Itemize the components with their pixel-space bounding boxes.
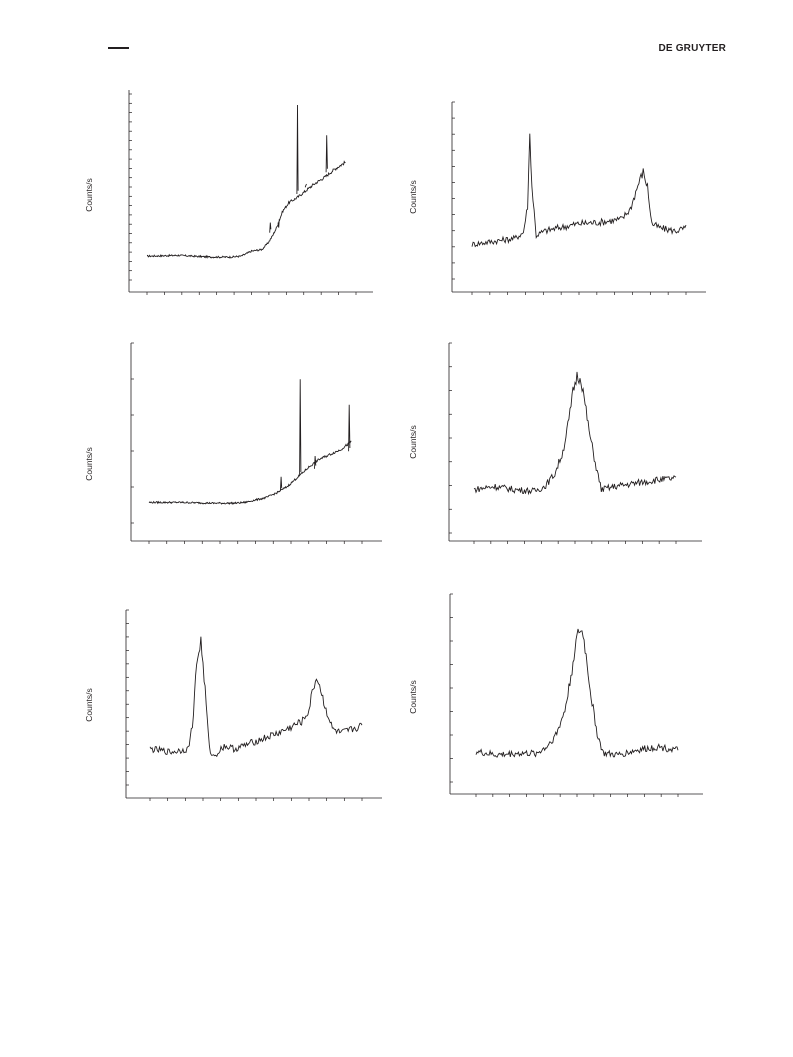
panel-e-ylabel: Counts/s: [84, 688, 94, 722]
panel-a-x-ticks: [146, 292, 357, 295]
panel-b-y-ticks: [452, 101, 455, 280]
panel-b: Counts/s: [408, 101, 706, 295]
panel-e-y-ticks: [126, 609, 129, 786]
panel-d-y-ticks: [449, 342, 452, 534]
panel-a-series: [146, 104, 346, 259]
panel-e-series: [149, 636, 363, 758]
panel-c-x-ticks: [148, 541, 363, 544]
panel-a-ylabel: Counts/s: [84, 178, 94, 212]
panel-a-y-ticks: [129, 93, 132, 281]
panel-a: Counts/s: [84, 90, 373, 295]
panel-f-x-ticks: [475, 794, 679, 797]
panel-c-y-ticks: [131, 342, 134, 524]
panel-f-y-ticks: [450, 593, 453, 783]
panel-c: Counts/s: [84, 342, 382, 544]
header-rule: [108, 47, 129, 49]
panel-d-series: [473, 371, 677, 496]
panel-c-ylabel: Counts/s: [84, 447, 94, 481]
panel-f-ylabel: Counts/s: [408, 680, 418, 714]
panel-f-series: [475, 628, 679, 758]
panel-f: Counts/s: [408, 593, 703, 797]
panel-d-x-ticks: [473, 541, 677, 544]
publisher-name: DE GRUYTER: [658, 43, 726, 54]
panel-b-series: [471, 133, 687, 248]
panel-b-ylabel: Counts/s: [408, 180, 418, 214]
panel-b-x-ticks: [471, 292, 687, 295]
panel-c-series: [148, 379, 352, 506]
panel-e: Counts/s: [84, 609, 382, 801]
panel-e-x-ticks: [149, 798, 363, 801]
panel-d-ylabel: Counts/s: [408, 425, 418, 459]
panel-d: Counts/s: [408, 342, 702, 544]
